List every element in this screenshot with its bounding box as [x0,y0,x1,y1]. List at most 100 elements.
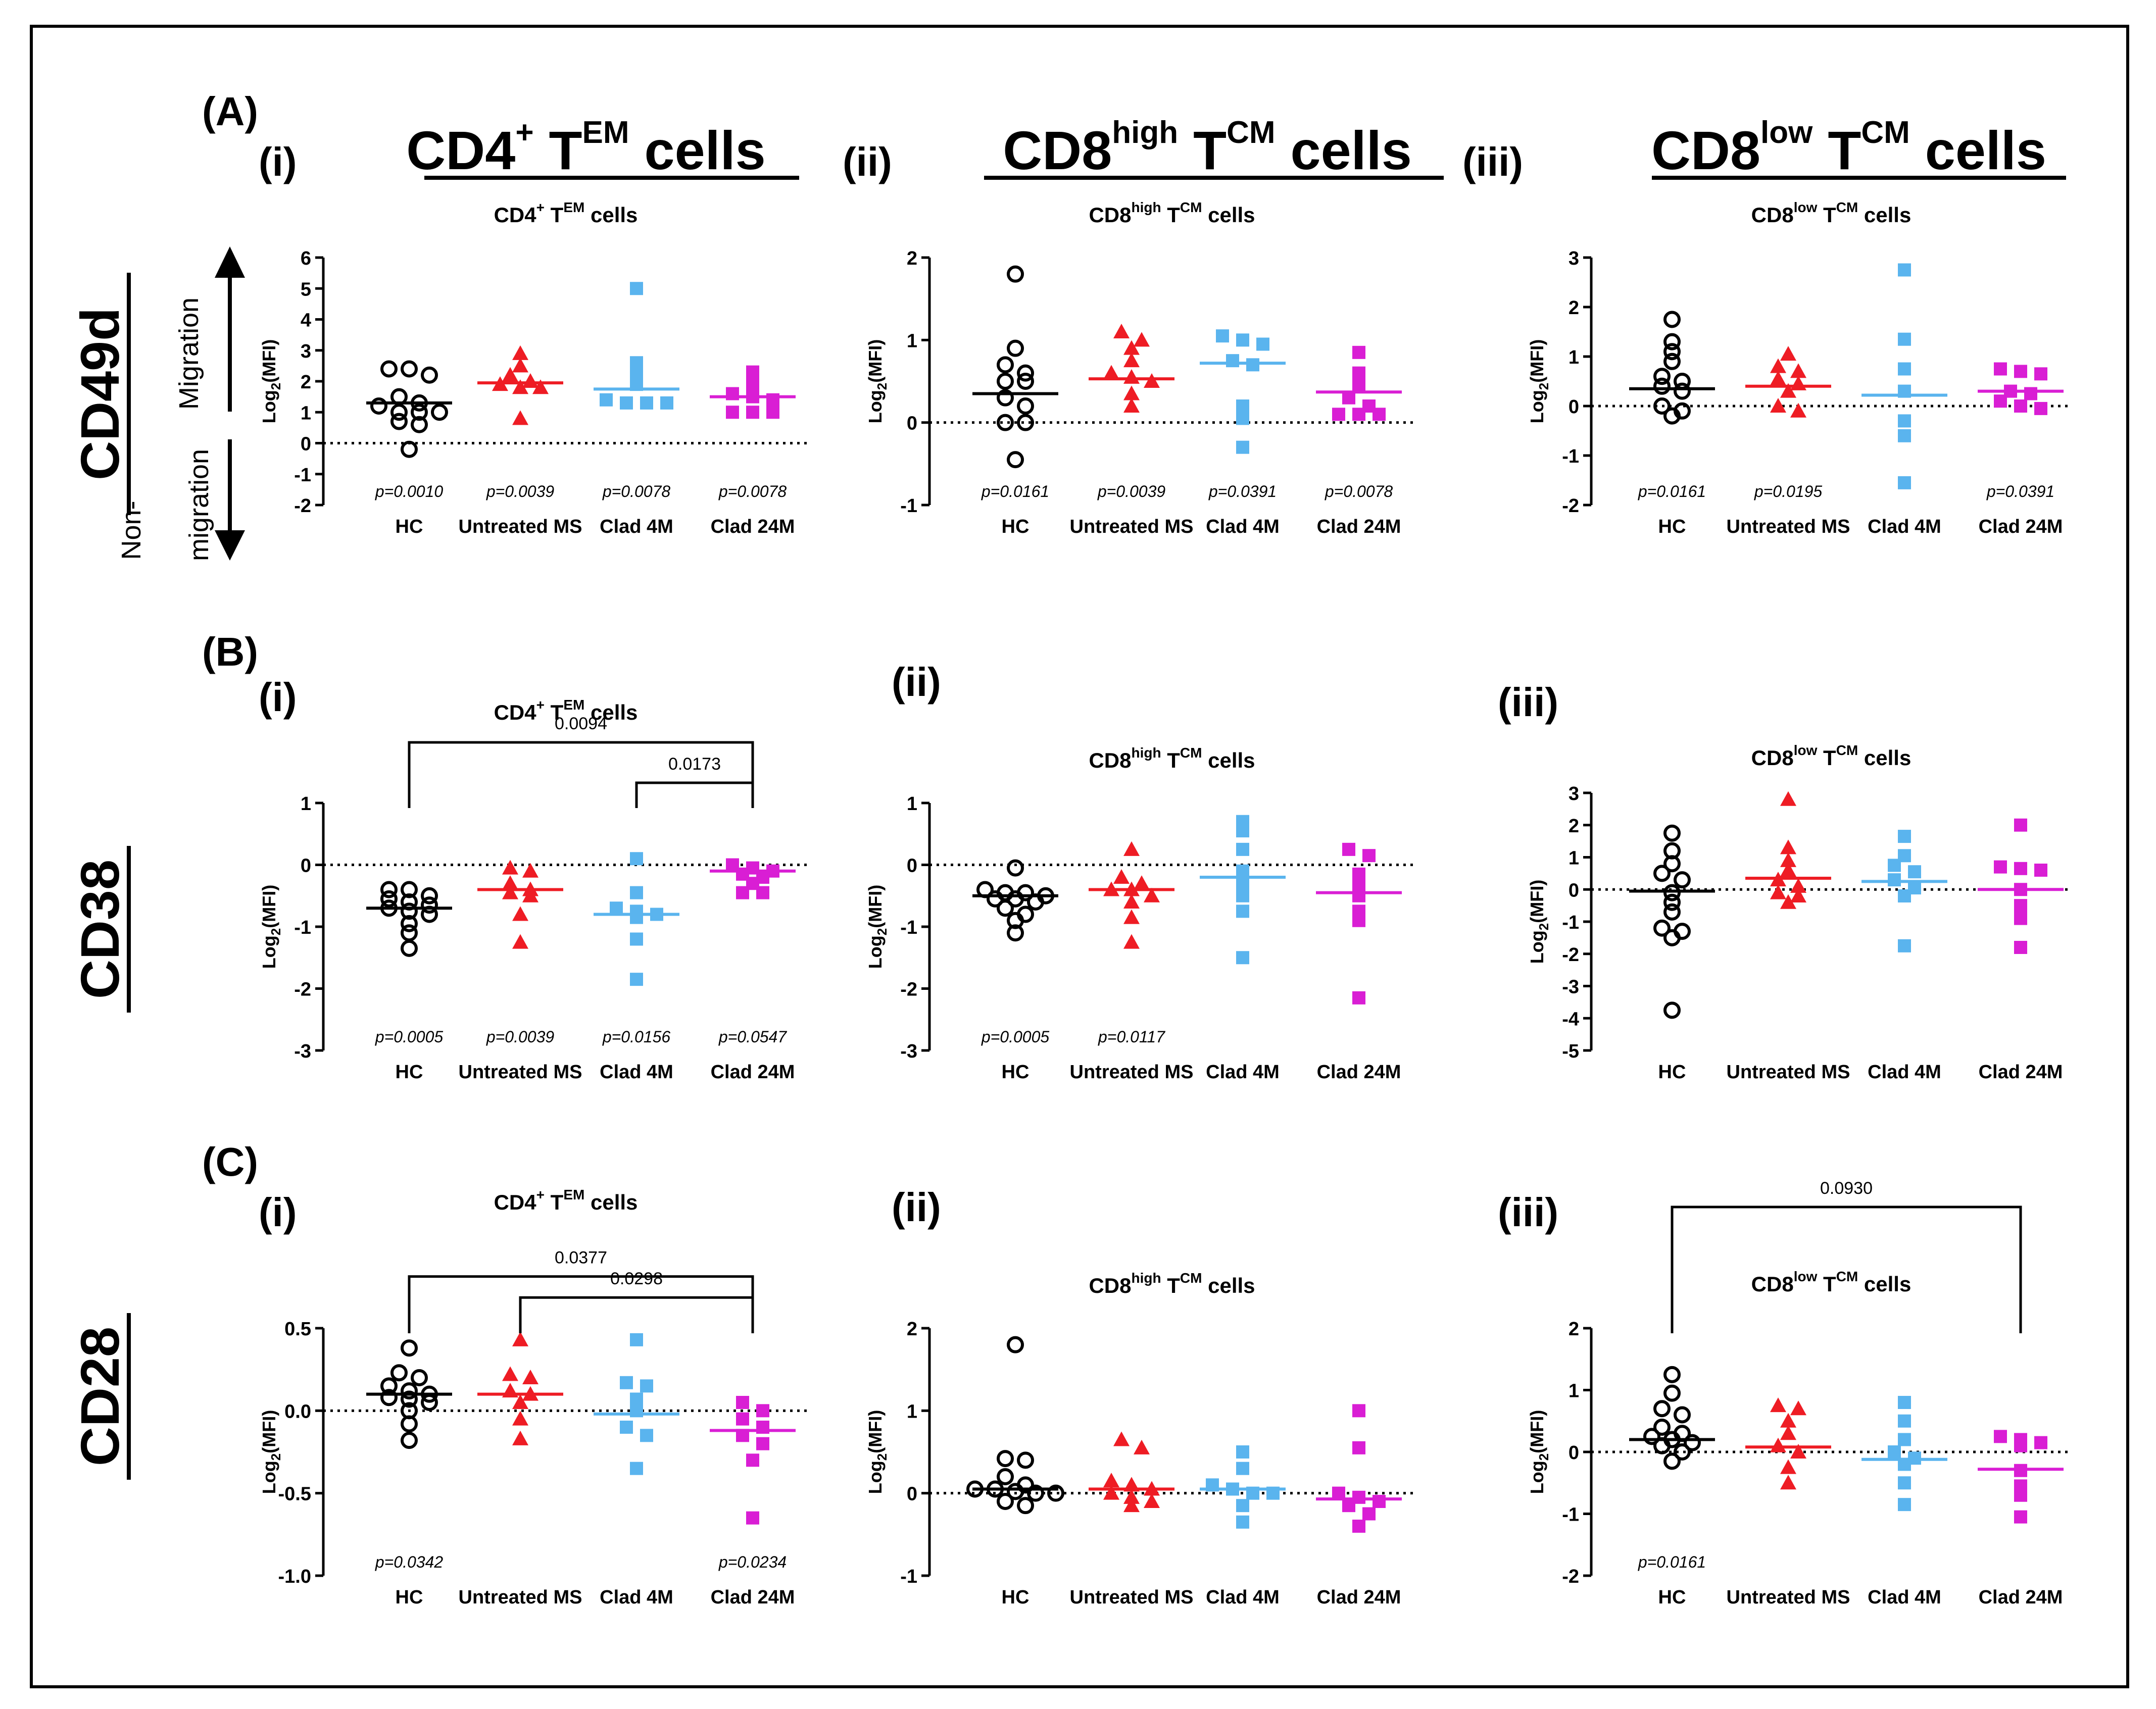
data-point [1790,403,1806,418]
data-point [1770,1437,1786,1452]
data-point [1007,339,1024,357]
data-point [746,406,759,419]
roman-c-ii: (ii) [892,1185,941,1230]
data-point [1236,889,1249,902]
plot-B-i: CD4+ TEM cells -3 -2 -1 0 1 Log2(MFI) HC Untreat… [259,697,808,1083]
data-point [421,887,438,904]
y-tick-label-B-i: -1 [294,917,311,938]
y-label-C-ii: Log2(MFI) [865,1410,890,1494]
data-point [1790,878,1806,893]
y-tick-label-A-i: 5 [301,279,311,300]
x-tick-label-A-ii: Untreated MS [1070,516,1194,537]
migration-label: Migration [174,297,204,410]
non-migration-label-1: Non- [116,500,146,560]
data-point [1994,394,2007,408]
data-point [401,1339,418,1357]
y-tick-label-B-ii: -1 [900,917,917,938]
y-tick-label-C-ii: 2 [907,1319,917,1340]
y-tick-label-A-i: 4 [301,310,311,331]
data-point [1123,841,1140,856]
y-tick-label-B-i: 0 [301,856,311,877]
data-point [1352,408,1365,421]
data-point [630,852,643,866]
data-point [1017,1451,1034,1469]
data-point [1123,1497,1140,1513]
p-value: p=0.0039 [1097,482,1166,500]
x-tick-label-C-ii: Untreated MS [1070,1587,1194,1608]
data-point [512,358,528,373]
data-point [1362,1507,1376,1521]
bracket-label: 0.0377 [555,1248,607,1268]
plot-title-A-i: CD4+ TEM cells [494,199,638,227]
x-tick-label-B-iii: Clad 24M [1979,1062,2063,1083]
data-point [736,1412,749,1426]
data-point [1134,1439,1150,1454]
x-tick-label-B-iii: Untreated MS [1727,1062,1850,1083]
data-point [630,1462,643,1475]
data-point [1663,353,1681,370]
p-value: p=0.0117 [1098,1028,1165,1046]
p-value: p=0.0234 [718,1553,787,1571]
panel-letter-a: (A) [202,89,258,134]
data-point [1898,263,1911,277]
data-point [2014,365,2027,378]
data-point [1144,1493,1160,1508]
y-tick-label-A-iii: 2 [1569,297,1579,319]
data-point [512,410,528,425]
data-point [1663,1001,1681,1019]
data-point [726,406,739,419]
data-point [2034,864,2047,877]
data-point [1663,855,1681,873]
roman-b-i: (i) [259,675,297,720]
row-marker-cd38: CD38 [69,846,131,1013]
data-point [401,1432,418,1449]
data-point [1653,397,1671,415]
data-point [1103,1485,1119,1500]
plot-title-A-ii: CD8high TCM cells [1089,199,1255,227]
data-point [1653,1419,1671,1436]
data-point [1342,1499,1355,1513]
data-point [401,902,418,920]
data-point [620,1376,633,1389]
data-point [997,1493,1014,1510]
data-point [997,373,1014,390]
data-point [411,1369,428,1386]
figure-border [30,25,2129,1688]
data-point [756,1404,769,1418]
x-tick-label-A-ii: Clad 24M [1317,516,1401,537]
data-point [1663,1384,1681,1402]
data-point [1674,1443,1691,1461]
data-point [1888,1445,1901,1459]
column-header-1: CD4+ TEM cells [406,115,765,181]
data-point [421,366,438,384]
roman-a-i: (i) [259,139,297,184]
y-tick-label-B-ii: 0 [907,856,917,877]
data-point [1780,862,1796,877]
data-point [1780,839,1796,854]
data-point [1342,842,1355,856]
p-value: p=0.0039 [486,1028,555,1046]
data-point [640,1379,653,1393]
x-tick-label-C-i: Clad 24M [711,1587,795,1608]
p-value: p=0.0005 [375,1028,444,1046]
data-point [1007,1483,1024,1500]
data-point [997,899,1014,917]
data-point [1007,912,1024,929]
y-tick-label-A-ii: 2 [907,248,917,269]
data-point [1123,398,1140,413]
x-tick-label-C-ii: HC [1002,1587,1030,1608]
roman-b-iii: (iii) [1498,680,1558,725]
data-point [1236,333,1249,347]
plots: CD4+ TEM cells -2 -1 0 1 2 3 4 5 6 Log2(MFI) HC Untr… [259,199,2071,1608]
data-point [1780,346,1796,361]
x-tick-label-B-ii: Clad 24M [1317,1062,1401,1083]
y-tick-label-B-ii: 1 [907,793,917,815]
data-point [1103,365,1119,380]
data-point [1352,345,1365,359]
data-point [756,1437,769,1450]
p-value: p=0.0005 [981,1028,1050,1046]
data-point [1236,1499,1249,1513]
data-point [1236,1445,1249,1459]
data-point [1236,399,1249,413]
roman-b-ii: (ii) [892,660,941,705]
